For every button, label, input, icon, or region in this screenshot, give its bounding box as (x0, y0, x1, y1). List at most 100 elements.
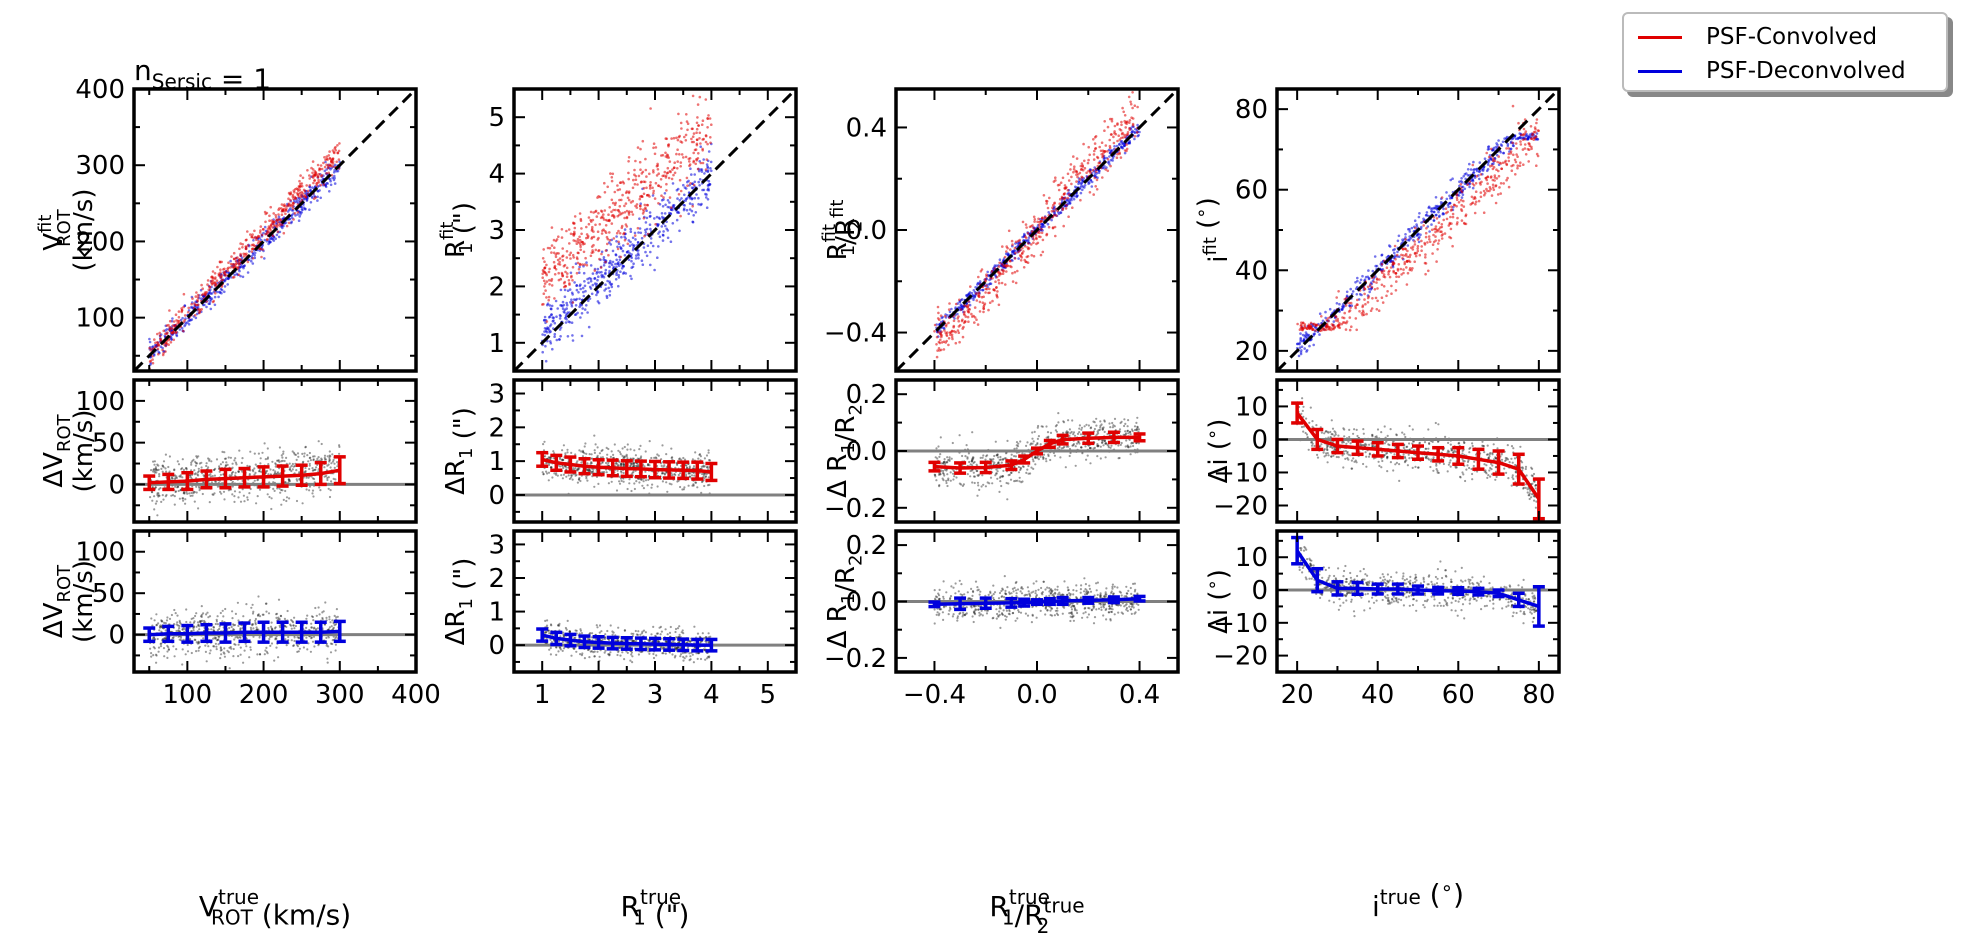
scatter-point-red (684, 155, 688, 159)
scatter-point-red (655, 174, 659, 177)
background-point (205, 613, 208, 616)
background-point (236, 601, 239, 604)
background-point (288, 497, 291, 500)
errorbar-red (578, 457, 591, 476)
scatter-point-red (655, 164, 659, 168)
background-point (628, 482, 631, 485)
background-point (178, 619, 181, 623)
scatter-point-red (311, 168, 315, 171)
background-point (642, 487, 646, 490)
scatter-point-red (627, 198, 631, 202)
scatter-point-red (276, 221, 280, 224)
background-point (181, 663, 184, 666)
errorbar-blue (143, 626, 156, 644)
scatter-point-blue (565, 303, 569, 307)
background-point (296, 645, 299, 648)
scatter-point-blue (644, 228, 647, 232)
scatter-point-red (640, 194, 643, 198)
scatter-point-red (667, 176, 671, 180)
background-point (208, 501, 211, 504)
scatter-point-red (214, 292, 217, 295)
background-point (273, 489, 276, 492)
background-point (666, 633, 669, 636)
scatter-point-red (148, 346, 151, 350)
background-point (577, 467, 580, 471)
scatter-point-red (550, 226, 554, 229)
scatter-point-blue (300, 208, 304, 211)
background-point (164, 467, 167, 470)
background-point (319, 489, 322, 492)
background-point (277, 656, 280, 659)
scatter-point-red (651, 186, 654, 190)
background-point (565, 475, 568, 478)
background-point (670, 483, 673, 486)
scatter-point-blue (604, 283, 607, 287)
background-point (218, 465, 221, 468)
scatter-point-red (561, 247, 564, 250)
background-point (596, 446, 599, 449)
background-point (596, 454, 599, 457)
background-point (559, 465, 562, 468)
background-point (170, 494, 173, 497)
scatter-point-blue (707, 150, 711, 153)
scatter-point-blue (571, 339, 575, 342)
background-point (703, 457, 707, 460)
background-point (215, 645, 218, 648)
scatter-point-red (568, 242, 571, 245)
scatter-point-red (280, 210, 284, 213)
background-point (175, 475, 178, 478)
background-point (647, 650, 650, 653)
background-point (161, 620, 164, 623)
scatter-point-red (692, 160, 695, 164)
scatter-point-red (695, 127, 699, 131)
scatter-point-blue (553, 321, 557, 325)
scatter-point-blue (297, 219, 301, 222)
background-point (681, 488, 684, 491)
scatter-point-red (709, 141, 712, 145)
background-point (562, 458, 565, 461)
scatter-point-blue (615, 235, 618, 238)
scatter-point-blue (570, 298, 573, 302)
scatter-point-blue (194, 316, 198, 320)
scatter-point-blue (170, 338, 173, 341)
scatter-point-red (165, 332, 169, 336)
scatter-point-blue (580, 334, 584, 338)
background-point (640, 478, 643, 481)
background-point (609, 624, 612, 627)
scatter-point-blue (666, 236, 670, 240)
scatter-point-red (645, 175, 648, 178)
scatter-point-red (597, 249, 600, 253)
scatter-point-blue (651, 194, 655, 197)
background-point (178, 621, 181, 624)
scatter-point-red (559, 277, 563, 281)
ticks (134, 379, 417, 522)
background-point (312, 458, 315, 461)
background-point (150, 655, 153, 658)
background-point (313, 477, 316, 481)
background-point (591, 632, 594, 635)
scatter-point-red (325, 172, 328, 175)
scatter-point-red (657, 184, 660, 188)
background-point (291, 462, 294, 466)
background-point (242, 661, 245, 664)
scatter-point-red (270, 219, 274, 222)
scatter-point-red (702, 137, 705, 141)
background-point (296, 650, 299, 654)
background-point (306, 614, 309, 617)
scatter-point-blue (294, 214, 297, 217)
background-point (574, 467, 577, 470)
scatter-point-red (603, 191, 607, 194)
background-point (546, 619, 549, 622)
scatter-point-blue (662, 230, 665, 233)
background-point (204, 644, 207, 647)
background-point (265, 610, 268, 613)
scatter-point-red (545, 263, 548, 267)
background-point (621, 651, 624, 654)
scatter-point-red (677, 193, 681, 196)
background-point (312, 635, 316, 638)
scatter-point-red (552, 260, 556, 264)
background-point (623, 658, 626, 661)
background-point (285, 644, 288, 647)
background-point (632, 465, 635, 468)
background-point (178, 630, 181, 633)
